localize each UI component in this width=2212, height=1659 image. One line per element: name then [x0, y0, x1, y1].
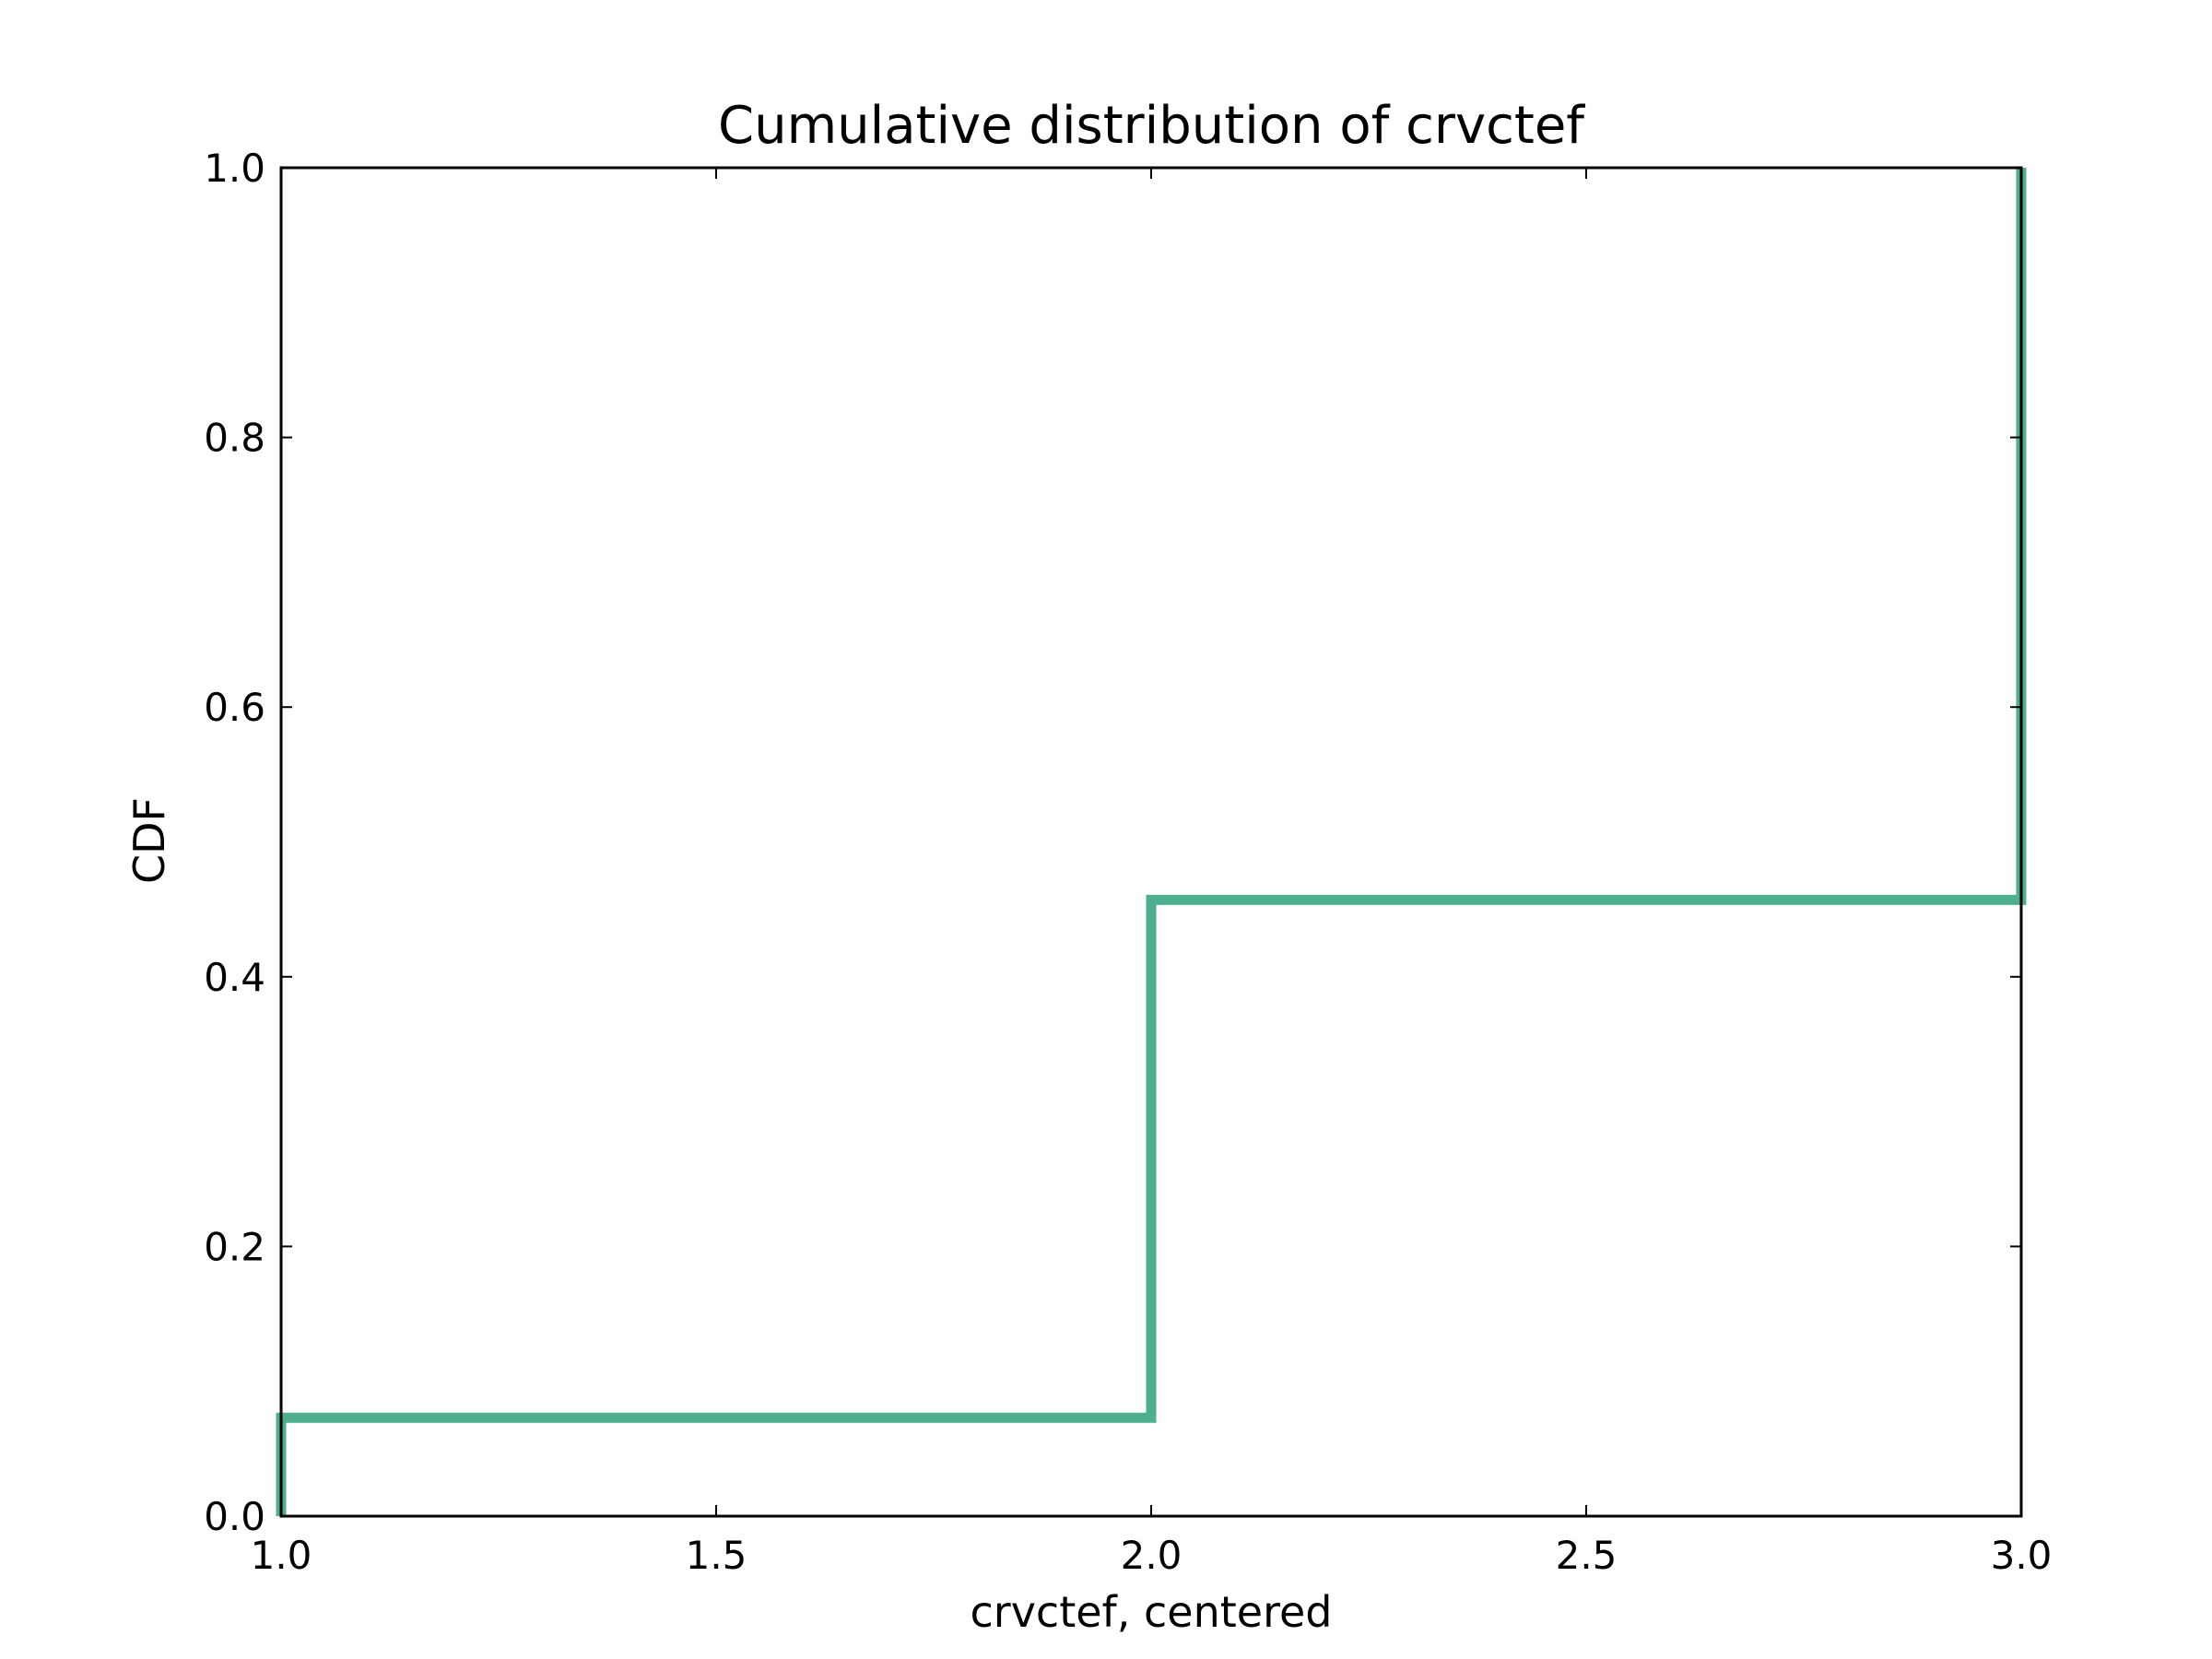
x-tick-label: 2.5 [1556, 1533, 1618, 1578]
y-tick-label: 1.0 [204, 146, 265, 191]
x-axis-label: crvctef, centered [971, 1587, 1333, 1637]
plot-frame [279, 166, 2023, 1518]
cdf-series-line [276, 168, 2027, 1516]
x-tick-label: 2.0 [1121, 1533, 1182, 1578]
series-layer [276, 168, 2027, 1516]
chart-title: Cumulative distribution of crvctef [718, 96, 1585, 156]
y-tick-label: 0.8 [204, 416, 265, 461]
x-tick-label: 3.0 [1991, 1533, 2053, 1578]
ticks-layer: 1.0 1.5 2.0 2.5 3.0 0.0 0.2 0.4 0.6 0.8 1.0 [204, 146, 2052, 1578]
y-tick-label: 0.4 [204, 955, 265, 1000]
y-axis-label: CDF [124, 797, 174, 884]
y-tick-label: 0.6 [204, 685, 265, 730]
y-tick-label: 0.2 [204, 1224, 265, 1269]
y-tick-label: 0.0 [204, 1494, 265, 1539]
x-tick-label: 1.5 [686, 1533, 747, 1578]
x-tick-label: 1.0 [251, 1533, 312, 1578]
